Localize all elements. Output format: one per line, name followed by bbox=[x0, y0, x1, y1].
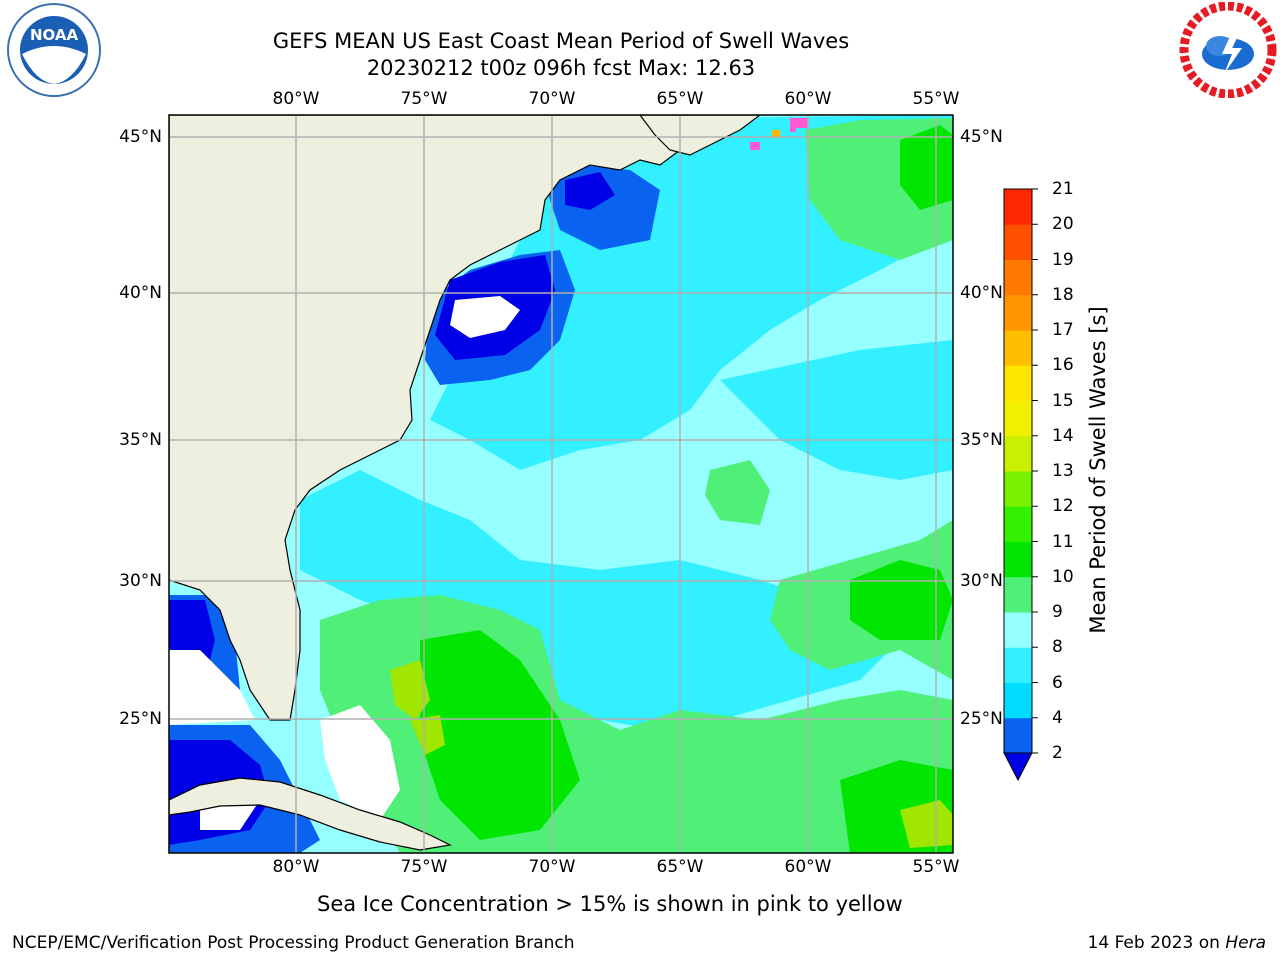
lat-label-left: 45°N bbox=[119, 127, 162, 147]
colorbar-tick-label: 16 bbox=[1052, 355, 1074, 376]
lon-label-bottom: 55°W bbox=[912, 857, 960, 877]
lat-label-left: 30°N bbox=[119, 571, 162, 591]
colorbar-tick-label: 19 bbox=[1052, 249, 1074, 270]
footer-date: 14 Feb 2023 on Hera bbox=[1088, 933, 1266, 953]
map-subtitle: 20230212 t00z 096h fcst Max: 12.63 bbox=[366, 56, 756, 80]
colorbar-segment bbox=[1004, 400, 1032, 437]
colorbar-segment bbox=[1004, 682, 1032, 719]
lon-label-bottom: 75°W bbox=[400, 857, 448, 877]
noaa-logo: NOAA bbox=[7, 3, 101, 97]
lon-label-bottom: 65°W bbox=[656, 857, 704, 877]
map-title: GEFS MEAN US East Coast Mean Period of S… bbox=[272, 29, 850, 53]
colorbar-tick-label: 4 bbox=[1052, 707, 1063, 728]
lat-label-left: 40°N bbox=[119, 283, 162, 303]
colorbar-segment bbox=[1004, 365, 1032, 401]
colorbar-tick-label: 11 bbox=[1052, 531, 1074, 552]
lon-label-top: 75°W bbox=[400, 89, 448, 109]
colorbar-tick-label: 6 bbox=[1052, 672, 1063, 693]
sea-ice-note: Sea Ice Concentration > 15% is shown in … bbox=[317, 892, 903, 916]
colorbar-tick-label: 15 bbox=[1052, 390, 1074, 411]
colorbar bbox=[1003, 188, 1038, 782]
period-10-11s-region bbox=[420, 125, 953, 853]
colorbar-tick-label: 14 bbox=[1052, 425, 1074, 446]
lat-label-right: 25°N bbox=[960, 709, 1003, 729]
lon-label-top: 60°W bbox=[784, 89, 832, 109]
colorbar-segment bbox=[1004, 294, 1032, 331]
lat-label-right: 40°N bbox=[960, 283, 1003, 303]
colorbar-tick-label: 20 bbox=[1052, 214, 1074, 235]
noaa-logo-text: NOAA bbox=[30, 26, 79, 44]
lon-label-top: 55°W bbox=[912, 89, 960, 109]
colorbar-tick-label: 8 bbox=[1052, 637, 1063, 658]
colorbar-segment bbox=[1004, 541, 1032, 578]
footer-machine: Hera bbox=[1225, 933, 1266, 953]
colorbar-tick-label: 21 bbox=[1052, 179, 1074, 199]
colorbar-segment bbox=[1004, 189, 1032, 225]
lon-label-bottom: 80°W bbox=[272, 857, 320, 877]
colorbar-tick-label: 2 bbox=[1052, 743, 1063, 763]
colorbar-tick-label: 12 bbox=[1052, 496, 1074, 517]
colorbar-label: Mean Period of Swell Waves [s] bbox=[1086, 306, 1110, 634]
colorbar-segment bbox=[1004, 506, 1032, 542]
colorbar-segment bbox=[1004, 259, 1032, 296]
period-11-13s-region bbox=[390, 660, 953, 848]
colorbar-segment bbox=[1004, 647, 1032, 683]
colorbar-tick-label: 10 bbox=[1052, 566, 1074, 587]
footer-date-text: 14 Feb 2023 on bbox=[1087, 933, 1226, 953]
lon-label-bottom: 70°W bbox=[528, 857, 576, 877]
colorbar-under-arrow bbox=[1003, 752, 1033, 782]
lat-label-right: 30°N bbox=[960, 571, 1003, 591]
colorbar-segment bbox=[1004, 471, 1032, 507]
lat-label-left: 35°N bbox=[119, 430, 162, 450]
footer-credit: NCEP/EMC/Verification Post Processing Pr… bbox=[12, 933, 575, 953]
map-frame bbox=[168, 114, 954, 854]
lon-label-bottom: 60°W bbox=[784, 857, 832, 877]
colorbar-segment bbox=[1004, 330, 1032, 366]
colorbar-segment bbox=[1004, 224, 1032, 260]
colorbar-segment bbox=[1004, 717, 1032, 754]
land-mass-cuba bbox=[169, 777, 452, 851]
colorbar-tick-label: 17 bbox=[1052, 320, 1074, 340]
lat-label-left: 25°N bbox=[119, 709, 162, 729]
colorbar-tick-label: 9 bbox=[1052, 602, 1063, 622]
colorbar-tick-label: 13 bbox=[1052, 461, 1074, 481]
nws-logo bbox=[1179, 2, 1277, 98]
sea-ice-region bbox=[750, 118, 808, 150]
colorbar-tick-label: 18 bbox=[1052, 284, 1074, 305]
lon-label-top: 70°W bbox=[528, 89, 576, 109]
lat-label-right: 45°N bbox=[960, 127, 1003, 147]
lon-label-top: 65°W bbox=[656, 89, 704, 109]
land-mass bbox=[169, 115, 721, 721]
lat-label-right: 35°N bbox=[960, 430, 1003, 450]
lon-label-top: 80°W bbox=[272, 89, 320, 109]
colorbar-segment bbox=[1004, 612, 1032, 648]
graticule bbox=[169, 115, 953, 853]
colorbar-segment bbox=[1004, 576, 1032, 613]
colorbar-segment bbox=[1004, 435, 1032, 472]
